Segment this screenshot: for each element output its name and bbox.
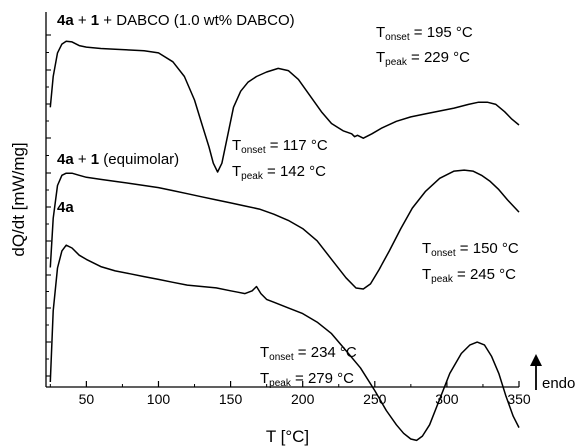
annotation-onset: Tonset = 150 °C	[422, 240, 519, 259]
x-tick-label: 300	[435, 391, 459, 407]
series-label-4a: 4a	[57, 199, 74, 216]
curve-dabco	[49, 40, 520, 173]
x-axis-title: T [°C]	[266, 427, 309, 446]
annotation-peak: Tpeak = 245 °C	[422, 266, 516, 285]
annotation-onset: Tonset = 117 °C	[232, 137, 328, 156]
annotation-onset: Tonset = 195 °C	[376, 24, 473, 43]
x-tick-label: 50	[79, 391, 95, 407]
x-tick-label: 350	[507, 391, 531, 407]
annotation-onset: Tonset = 234 °C	[260, 344, 357, 363]
series-label-equimolar: 4a + 1 (equimolar)	[57, 151, 179, 168]
x-tick-label: 250	[363, 391, 387, 407]
y-axis-title: dQ/dt [mW/mg]	[9, 142, 28, 256]
curve-equimolar	[49, 169, 520, 290]
annotation-peak: Tpeak = 229 °C	[376, 49, 470, 68]
endo-arrow-icon	[530, 354, 542, 366]
series-label-dabco: 4a + 1 + DABCO (1.0 wt% DABCO)	[57, 12, 295, 29]
x-tick-label: 150	[219, 391, 243, 407]
x-tick-label: 100	[147, 391, 171, 407]
x-tick-label: 200	[291, 391, 315, 407]
annotation-peak: Tpeak = 279 °C	[260, 370, 354, 389]
endo-label: endo	[542, 375, 575, 392]
annotation-peak: Tpeak = 142 °C	[232, 163, 326, 182]
curve-4a	[49, 244, 520, 442]
